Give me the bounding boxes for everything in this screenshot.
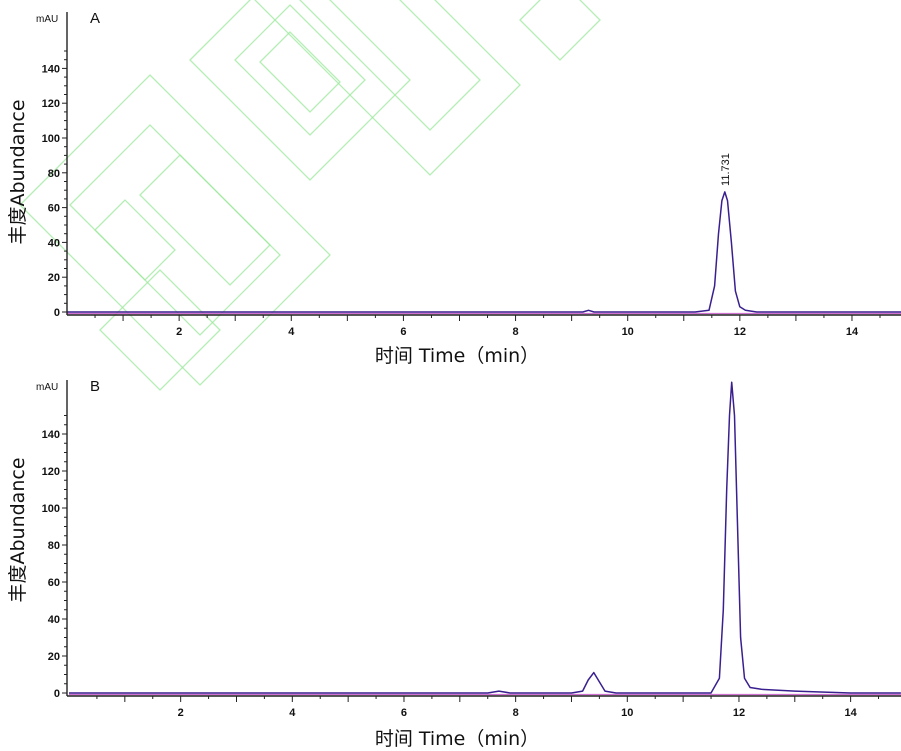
panel-a-signal-trace	[67, 191, 901, 313]
panel-a-unit-label: mAU	[36, 14, 58, 25]
x-tick-label: 6	[401, 707, 407, 719]
y-tick-label: 140	[42, 63, 60, 75]
x-tick-label: 4	[289, 707, 296, 719]
x-tick-label: 14	[846, 326, 859, 338]
y-tick-label: 100	[42, 503, 60, 515]
panel-b-y-axis-label: 丰度Abundance	[7, 457, 29, 602]
x-tick-label: 6	[400, 326, 406, 338]
x-tick-label: 2	[176, 326, 182, 338]
panel-b-letter: B	[90, 378, 100, 395]
y-tick-label: 120	[42, 98, 60, 110]
panel-b-x-axis-label: 时间 Time（min）	[375, 728, 539, 750]
panel-b-signal-trace	[69, 381, 901, 694]
chart-panel-b: mAU B 丰度Abundance 0 20 40 60 80 100 120 140 2 4 6 8…	[7, 378, 901, 750]
panel-b-ticks: 0 20 40 60 80 100 120 140 2 4 6 8 10 12 14	[42, 415, 880, 719]
y-tick-label: 60	[48, 577, 60, 589]
y-tick-label: 120	[42, 466, 60, 478]
x-tick-label: 8	[513, 707, 519, 719]
panel-a-x-axis-label: 时间 Time（min）	[375, 345, 539, 367]
y-tick-label: 0	[54, 688, 60, 700]
y-tick-label: 40	[48, 237, 60, 249]
panel-a-letter: A	[90, 10, 100, 27]
x-tick-label: 2	[178, 707, 184, 719]
x-tick-label: 12	[733, 707, 745, 719]
y-tick-label: 0	[54, 307, 60, 319]
y-tick-label: 60	[48, 203, 60, 215]
chart-panel-a: mAU A 丰度Abundance 0 20 40 60 80 100 120 140 2 4 6 8…	[7, 10, 901, 367]
panel-a-y-axis-label: 丰度Abundance	[7, 99, 29, 244]
x-tick-label: 4	[288, 326, 295, 338]
x-tick-label: 12	[734, 326, 746, 338]
x-tick-label: 8	[512, 326, 518, 338]
y-tick-label: 100	[42, 133, 60, 145]
y-tick-label: 20	[48, 272, 60, 284]
watermark-logo	[19, 0, 601, 391]
y-tick-label: 20	[48, 651, 60, 663]
y-tick-label: 80	[48, 540, 60, 552]
x-tick-label: 14	[844, 707, 857, 719]
panel-a-peak-label: 11.731	[720, 153, 732, 186]
panel-b-unit-label: mAU	[36, 382, 58, 393]
panel-a-ticks: 0 20 40 60 80 100 120 140 2 4 6 8 10 12 14	[42, 50, 881, 338]
y-tick-label: 80	[48, 168, 60, 180]
x-tick-label: 10	[621, 707, 633, 719]
y-tick-label: 40	[48, 614, 60, 626]
x-tick-label: 10	[622, 326, 634, 338]
y-tick-label: 140	[42, 429, 60, 441]
